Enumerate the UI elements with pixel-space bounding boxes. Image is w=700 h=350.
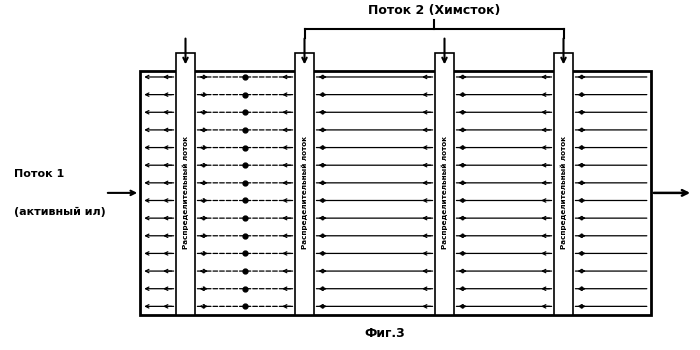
Text: Распределительный лоток: Распределительный лоток <box>441 136 448 250</box>
Text: Фиг.3: Фиг.3 <box>365 327 405 340</box>
Text: Поток 2 (Химсток): Поток 2 (Химсток) <box>368 4 500 16</box>
Text: Распределительный лоток: Распределительный лоток <box>182 136 189 250</box>
Text: Поток 1: Поток 1 <box>14 169 64 179</box>
Bar <box>554 53 573 315</box>
Bar <box>176 53 195 315</box>
Bar <box>435 53 454 315</box>
Text: Распределительный лоток: Распределительный лоток <box>560 136 567 250</box>
Text: (активный ил): (активный ил) <box>14 207 106 217</box>
Text: Распределительный лоток: Распределительный лоток <box>301 136 308 250</box>
Bar <box>295 53 314 315</box>
Bar <box>140 71 651 315</box>
